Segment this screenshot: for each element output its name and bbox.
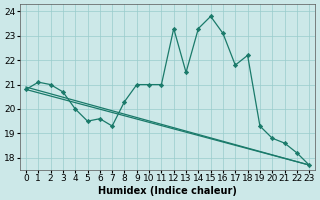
X-axis label: Humidex (Indice chaleur): Humidex (Indice chaleur) — [98, 186, 237, 196]
